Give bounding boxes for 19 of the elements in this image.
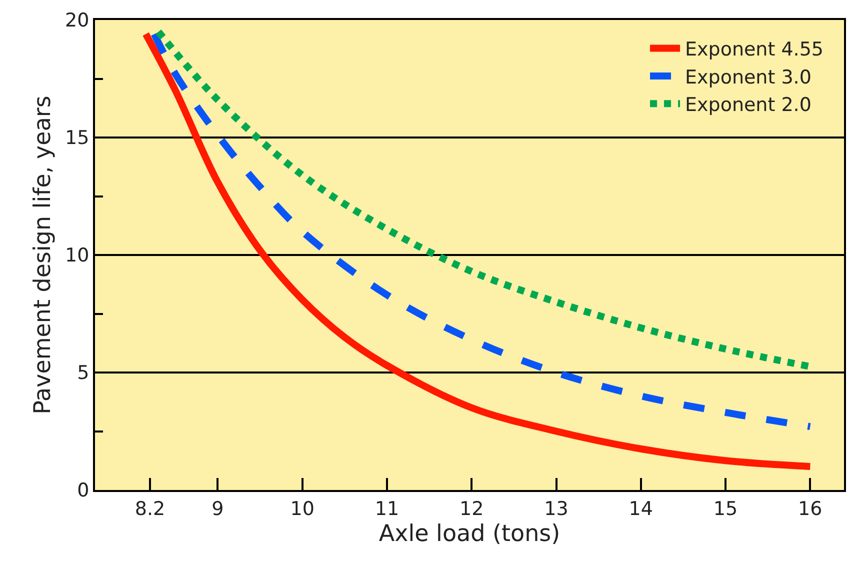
x-tick-label: 8.2 [134, 498, 166, 520]
x-tick-label: 11 [374, 498, 400, 520]
y-tick-label: 5 [77, 362, 90, 384]
y-tick-label: 20 [65, 10, 90, 32]
x-tick-label: 10 [290, 498, 314, 520]
legend-label: Exponent 2.0 [685, 94, 812, 116]
x-tick-label: 9 [212, 498, 224, 520]
legend-label: Exponent 4.55 [685, 38, 824, 61]
x-tick-label: 15 [713, 498, 738, 520]
x-tick-label: 16 [798, 498, 822, 520]
y-axis-title: Pavement design life, years [30, 96, 56, 414]
y-tick-label: 15 [65, 127, 90, 150]
y-tick-label: 0 [77, 480, 90, 502]
x-tick-label: 13 [544, 498, 568, 520]
legend-label: Exponent 3.0 [685, 66, 812, 88]
y-tick-label: 10 [65, 244, 90, 267]
x-tick-label: 14 [628, 498, 653, 520]
x-tick-label: 12 [460, 498, 484, 520]
x-axis-title: Axle load (tons) [378, 520, 560, 547]
